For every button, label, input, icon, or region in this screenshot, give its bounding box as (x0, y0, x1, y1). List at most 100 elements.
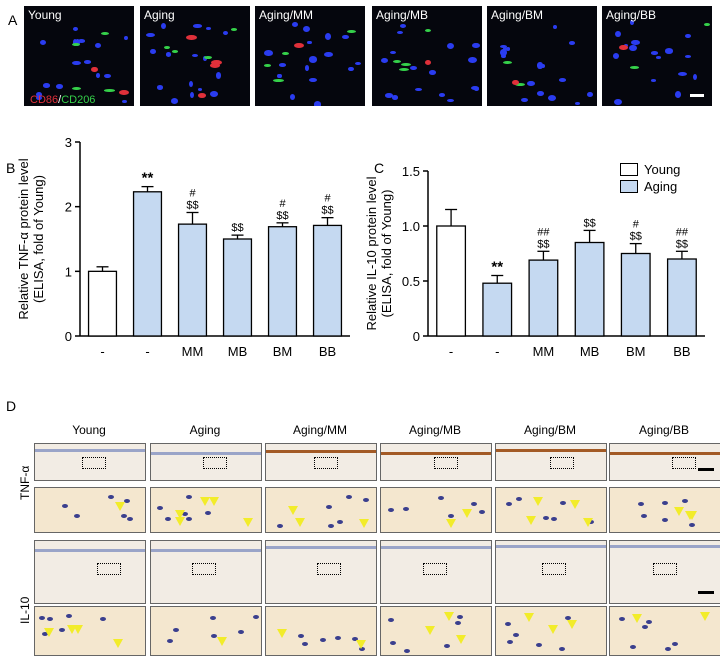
nucleus-dot (438, 92, 446, 97)
nucleus-dot (99, 616, 106, 621)
nucleus-dot (415, 87, 422, 92)
arrowhead-marker (359, 518, 370, 528)
nucleus-dot (655, 56, 662, 60)
nucleus-dot (160, 23, 166, 30)
nucleus-dot (39, 616, 46, 621)
panel-label-b: B (6, 160, 16, 176)
epidermis-layer (266, 450, 376, 454)
nucleus-dot (628, 44, 637, 52)
nucleus-dot (381, 57, 389, 64)
nucleus-dot (505, 46, 511, 51)
arrowhead-marker (532, 497, 543, 507)
ihc-zoom-image (495, 487, 607, 533)
cd206-signal (72, 87, 81, 91)
nucleus-dot (651, 79, 657, 83)
scale-bar (690, 94, 704, 97)
nucleus-dot (614, 99, 622, 106)
nucleus-dot (499, 48, 507, 56)
ihc-zoom-image (609, 606, 720, 656)
nucleus-dot (304, 65, 309, 72)
arrowhead-marker (355, 640, 366, 650)
ihc-zoom-image (495, 606, 607, 656)
nucleus-dot (513, 632, 520, 637)
nucleus-dot (559, 77, 567, 82)
ihc-overview-image (265, 540, 377, 604)
nucleus-dot (59, 628, 66, 633)
ihc-overview-image (265, 443, 377, 481)
nucleus-dot (352, 636, 359, 641)
nucleus-dot (473, 86, 480, 92)
ihc-column-header: Aging (189, 423, 221, 437)
bar (267, 226, 298, 337)
arrowhead-marker (243, 517, 254, 527)
nucleus-dot (157, 506, 164, 511)
cd206-signal (398, 67, 409, 71)
nucleus-dot (537, 62, 543, 69)
arrowhead-marker (425, 626, 436, 635)
epidermis-layer (496, 545, 606, 549)
ihc-column-header: Aging/MM (292, 423, 348, 437)
nucleus-dot (123, 35, 129, 41)
nucleus-dot (74, 514, 81, 519)
significance-label: ## (676, 226, 689, 238)
fluorescence-image-label: Aging/BB (606, 8, 657, 22)
nucleus-dot (206, 27, 212, 31)
x-tick-label: BM (273, 344, 293, 359)
legend: Young Aging (620, 161, 680, 195)
significance-label: $$ (583, 217, 595, 229)
nucleus-dot (443, 643, 450, 648)
nucleus-dot (503, 46, 508, 51)
significance-label: $$ (276, 210, 288, 222)
significance-label: # (324, 193, 331, 205)
nucleus-dot (150, 49, 156, 55)
nucleus-dot (298, 634, 305, 639)
nucleus-dot (252, 615, 259, 620)
y-axis-label: Relative TNF-α protein level (16, 158, 31, 319)
cd206-signal (425, 29, 432, 33)
nucleus-dot (73, 27, 78, 32)
x-tick-label: - (449, 344, 453, 359)
nucleus-dot (438, 495, 445, 500)
arrowhead-marker (583, 518, 594, 528)
cd206-signal (514, 82, 525, 86)
nucleus-dot (400, 24, 407, 29)
arrowhead-marker (44, 628, 55, 638)
nucleus-dot (277, 73, 282, 79)
ihc-overview-image (495, 443, 607, 481)
arrowhead-marker (209, 497, 220, 507)
arrowhead-marker (199, 496, 210, 506)
arrowhead-marker (294, 518, 305, 528)
ihc-column-header: Aging/BB (638, 423, 690, 437)
nucleus-dot (167, 638, 174, 643)
cd206-signal (273, 78, 285, 82)
nucleus-dot (103, 73, 111, 79)
arrowhead-marker (631, 613, 642, 623)
significance-label: $$ (186, 199, 198, 211)
nucleus-dot (182, 512, 189, 517)
cd86-signal (294, 43, 304, 49)
nucleus-dot (303, 26, 311, 33)
nucleus-dot (237, 629, 244, 634)
epidermis-layer (151, 451, 261, 455)
fluorescence-image-label: Young (28, 8, 62, 22)
nucleus-dot (565, 616, 572, 621)
cd206-signal (629, 66, 640, 70)
nucleus-dot (223, 31, 229, 36)
bar (222, 238, 253, 337)
nucleus-dot (62, 504, 68, 509)
significance-label: $$ (231, 222, 243, 234)
cd86-signal (209, 62, 221, 68)
y-tick-label: 1 (65, 264, 72, 279)
nucleus-dot (612, 52, 619, 59)
x-tick-label: - (100, 344, 104, 359)
nucleus-dot (446, 42, 454, 49)
nucleus-dot (146, 32, 155, 37)
nucleus-dot (569, 40, 576, 45)
arrowhead-marker (524, 612, 535, 622)
nucleus-dot (56, 84, 64, 89)
nucleus-dot (77, 39, 86, 43)
nucleus-dot (447, 514, 454, 519)
nucleus-dot (662, 517, 669, 522)
fluorescence-image: Aging/BM (487, 6, 597, 106)
y-tick-label: 1.0 (402, 219, 420, 234)
